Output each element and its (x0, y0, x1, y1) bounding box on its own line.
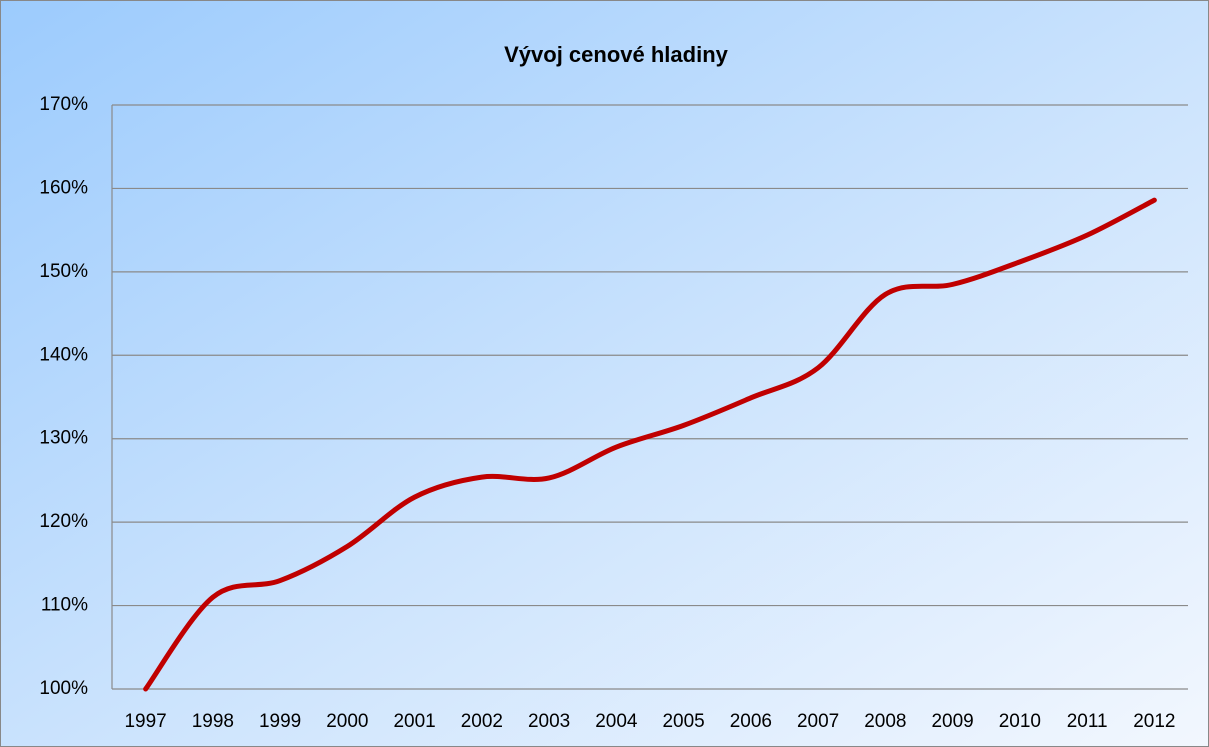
x-tick-label: 2003 (528, 711, 570, 732)
x-tick-label: 2005 (662, 711, 704, 732)
x-tick-label: 2012 (1133, 711, 1175, 732)
x-tick-label: 2001 (393, 711, 435, 732)
y-tick-label: 160% (39, 177, 88, 198)
x-tick-label: 1999 (259, 711, 301, 732)
x-tick-label: 2009 (931, 711, 973, 732)
y-tick-label: 110% (41, 595, 88, 616)
chart-title: Vývoj cenové hladiny (504, 42, 729, 67)
x-tick-label: 1997 (124, 711, 166, 732)
line (143, 197, 1157, 692)
y-tick-label: 130% (39, 428, 88, 449)
y-tick-label: 100% (39, 678, 88, 699)
y-tick-label: 150% (39, 261, 88, 282)
x-tick-label: 2000 (326, 711, 368, 732)
x-tick-label: 2011 (1067, 711, 1108, 732)
x-tick-label: 2008 (864, 711, 906, 732)
x-tick-label: 1998 (192, 711, 234, 732)
y-tick-label: 140% (39, 344, 88, 365)
x-tick-label: 2007 (797, 711, 839, 732)
x-tick-label: 2004 (595, 711, 638, 732)
x-tick-label: 2010 (999, 711, 1041, 732)
x-tick-label: 2006 (730, 711, 772, 732)
y-tick-label: 120% (39, 511, 88, 532)
y-tick-label: 170% (39, 94, 88, 115)
x-tick-label: 2002 (461, 711, 503, 732)
